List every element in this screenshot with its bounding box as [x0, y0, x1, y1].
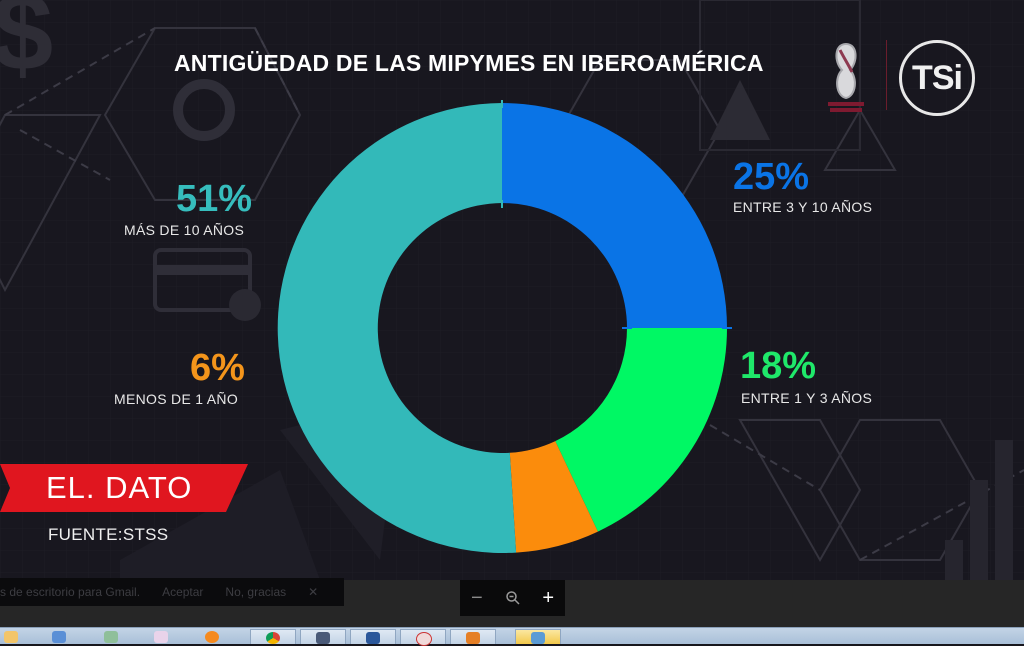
taskbar-paint-icon[interactable]	[154, 631, 168, 643]
word-icon	[366, 632, 380, 644]
label-pct-6: 6%	[190, 347, 245, 389]
label-pct-18: 18%	[740, 345, 817, 387]
zoom-magnifier-icon[interactable]	[505, 590, 521, 606]
label-entre-1-y-3: ENTRE 1 Y 3 AÑOS	[741, 390, 873, 406]
zoom-controls: − +	[460, 580, 565, 616]
eagle-app-icon	[316, 632, 330, 644]
gmail-notice-text: s de escritorio para Gmail.	[0, 585, 141, 599]
taskbar-notes-icon[interactable]	[104, 631, 118, 643]
label-mas-de-10: MÁS DE 10 AÑOS	[124, 222, 245, 238]
source-label: FUENTE:STSS	[48, 525, 169, 544]
segment-entre-1-y-3	[555, 328, 727, 532]
label-entre-3-y-10: ENTRE 3 Y 10 AÑOS	[733, 199, 873, 215]
taskbar-presentation-button[interactable]	[450, 629, 496, 644]
close-icon[interactable]: ✕	[308, 585, 319, 599]
taskbar-word-button[interactable]	[350, 629, 396, 644]
taskbar-explorer-icon[interactable]	[4, 631, 18, 643]
zoom-out-button[interactable]: −	[470, 586, 483, 609]
chrome-icon	[266, 632, 280, 644]
accept-button[interactable]: Aceptar	[162, 585, 204, 599]
taskbar-media-icon[interactable]	[52, 631, 66, 643]
blocked-app-icon	[416, 632, 432, 646]
svg-text:$: $	[0, 0, 53, 94]
segment-mas-de-10	[277, 103, 517, 553]
donut-chart	[277, 100, 732, 553]
label-pct-51: 51%	[176, 178, 253, 220]
taskbar-photos-button[interactable]	[515, 629, 561, 644]
segment-entre-3-y-10	[502, 103, 727, 328]
taskbar-app-button[interactable]	[300, 629, 346, 644]
el-dato-title: EL. DATO	[46, 470, 193, 505]
label-menos-de-1: MENOS DE 1 AÑO	[114, 391, 239, 407]
logo-divider	[886, 40, 887, 110]
windows-taskbar	[0, 627, 1024, 646]
taskbar-firefox-icon[interactable]	[205, 631, 219, 643]
zoom-in-button[interactable]: +	[542, 586, 555, 609]
segment-menos-de-1	[509, 441, 598, 553]
chart-title: ANTIGÜEDAD DE LAS MIPYMES EN IBEROAMÉRIC…	[174, 50, 764, 76]
tsi-logo: TSi	[899, 40, 975, 116]
presentation-icon	[466, 632, 480, 644]
taskbar-chrome-button[interactable]	[250, 629, 296, 644]
presentation-slide: $ ANTIGÜEDAD DE LAS MIPYMES EN IBEROAMÉR…	[0, 0, 1024, 580]
label-pct-25: 25%	[733, 156, 810, 198]
world-cup-logo-icon	[828, 42, 864, 112]
gmail-notification-bar: s de escritorio para Gmail. Aceptar No, …	[0, 578, 344, 606]
photos-icon	[531, 632, 545, 644]
decline-button[interactable]: No, gracias	[225, 585, 287, 599]
taskbar-blocked-app-button[interactable]	[400, 629, 446, 646]
el-dato-banner	[0, 464, 248, 512]
